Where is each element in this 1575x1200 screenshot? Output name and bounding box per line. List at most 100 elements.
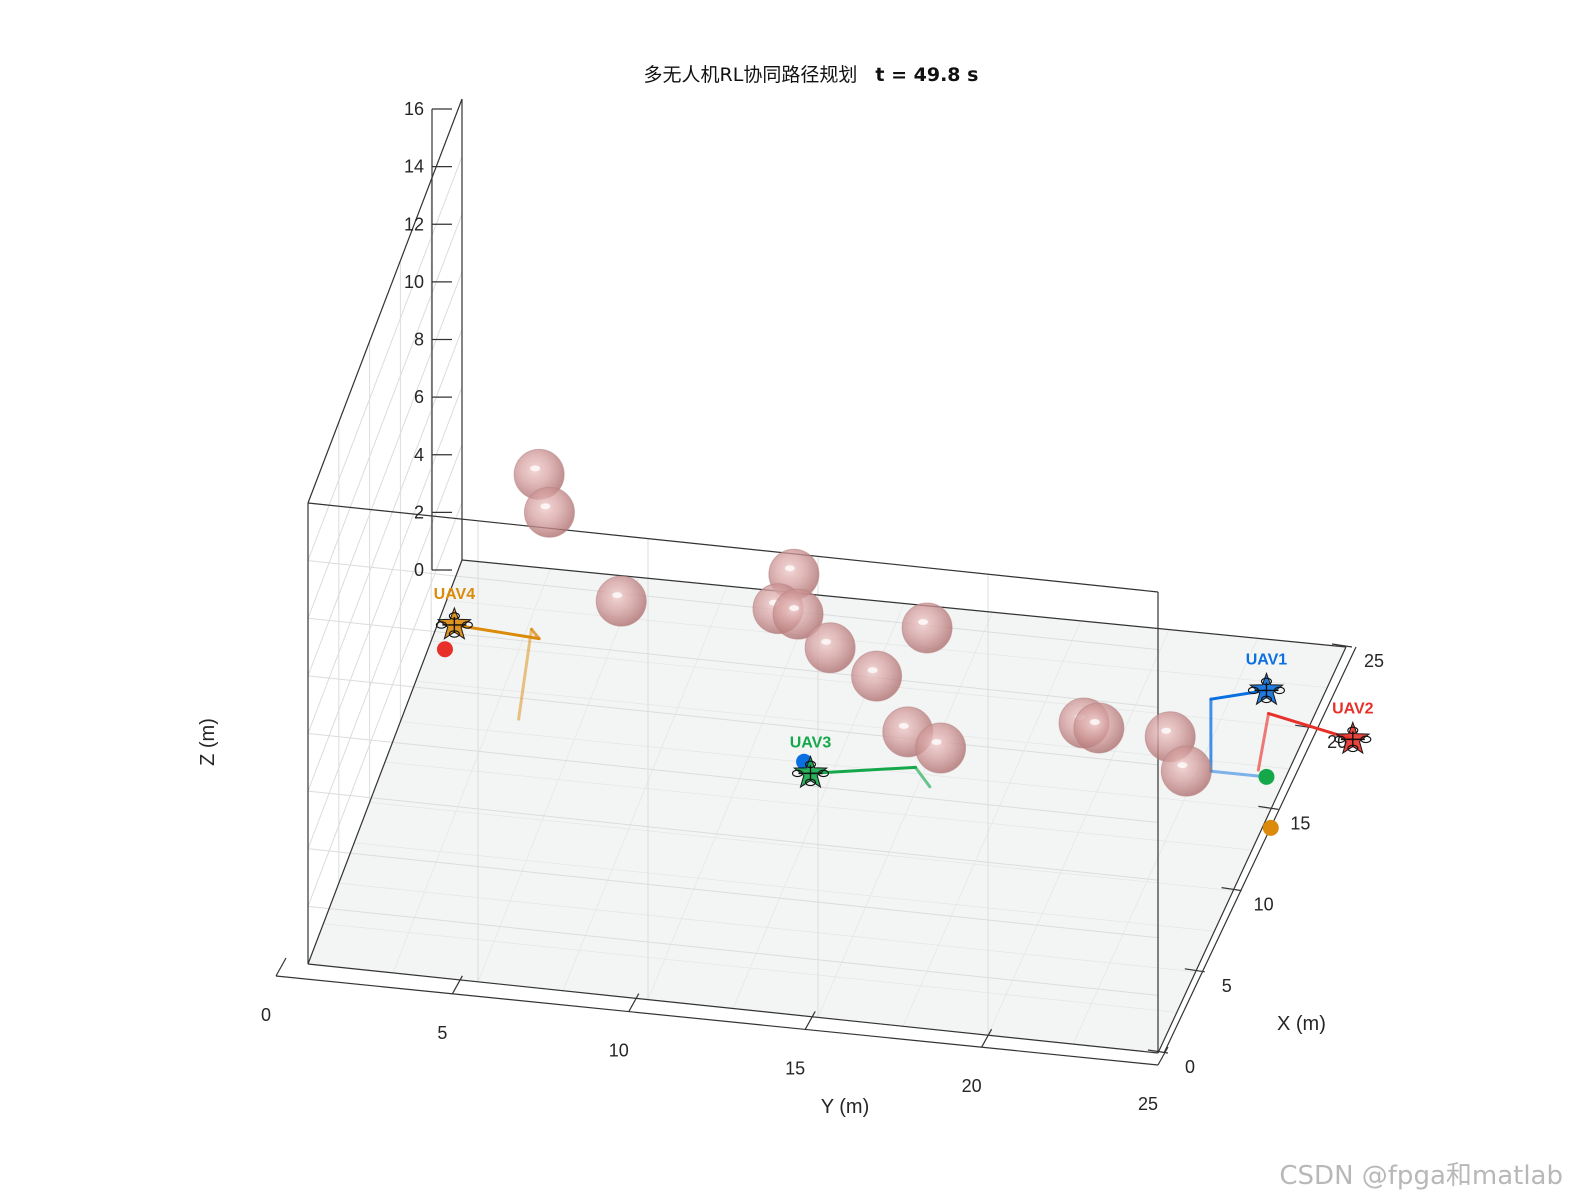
- obstacle-body: [851, 650, 903, 702]
- title-normal: 多无人机RL协同路径规划: [644, 64, 858, 86]
- x-tick-label: 15: [1290, 813, 1310, 833]
- uav-path-segment: [1209, 688, 1268, 701]
- y-tick-label: 20: [962, 1076, 982, 1096]
- obstacle-sphere: [901, 602, 953, 654]
- side-wall-grid-line: [307, 214, 463, 619]
- y-tick-mark: [981, 1028, 993, 1048]
- x-tick-mark: [1147, 1049, 1169, 1054]
- x-tick-label: 25: [1364, 651, 1384, 671]
- uav-rotor: [1347, 744, 1359, 753]
- uav-path-segment: [914, 765, 932, 789]
- uav-rotor: [461, 621, 473, 629]
- floor-grid-line: [477, 577, 640, 982]
- uav-marker: UAV1: [1246, 651, 1288, 706]
- y-tick-mark: [275, 957, 287, 977]
- axes-box-edge: [461, 559, 1347, 648]
- x-tick-label: 0: [1185, 1057, 1195, 1077]
- uav-paths: [452, 623, 1355, 789]
- obstacle-highlight: [867, 667, 878, 674]
- back-wall-grid-line: [307, 560, 1159, 651]
- axes-box-edge: [1157, 646, 1347, 1054]
- uav-marker: UAV4: [434, 586, 475, 640]
- obstacle-body: [1160, 745, 1212, 797]
- z-tick-label: 6: [414, 387, 424, 407]
- goal-marker: [1262, 819, 1279, 836]
- z-tick-label: 8: [414, 330, 424, 350]
- floor-grid-line: [902, 620, 1082, 1027]
- obstacle-body: [1073, 702, 1125, 754]
- obstacle-highlight: [612, 592, 623, 599]
- obstacle-sphere: [804, 622, 856, 674]
- obstacle-body: [915, 722, 967, 774]
- obstacle-sphere: [1073, 702, 1125, 754]
- x-tick-mark: [1221, 887, 1242, 892]
- back-wall-grid-line: [307, 790, 1159, 881]
- title-bold: t = 49.8 s: [875, 64, 978, 86]
- y-tick-label: 5: [437, 1023, 447, 1043]
- y-tick-label: 10: [609, 1041, 629, 1061]
- uav-path-segment: [1209, 769, 1268, 779]
- uav-rotor: [1334, 735, 1346, 744]
- y-tick-label: 15: [785, 1058, 805, 1078]
- y-tick-mark: [628, 993, 640, 1012]
- obstacle-sphere: [851, 650, 903, 702]
- axes-box-edge: [307, 559, 463, 965]
- x-tick-mark: [1331, 643, 1353, 648]
- z-tick-label: 14: [404, 157, 424, 177]
- uav-path-segment: [452, 623, 541, 641]
- uav-rotor: [435, 621, 447, 629]
- chart-title: 多无人机RL协同路径规划 t = 49.8 s: [644, 64, 979, 86]
- uav-rotor: [804, 760, 817, 769]
- x-axis-line: [1163, 646, 1357, 1054]
- uav-rotor: [804, 778, 817, 787]
- watermark: CSDN @fpga和matlab: [1279, 1161, 1563, 1191]
- obstacle-sphere: [915, 722, 967, 774]
- uav-rotor: [791, 769, 804, 778]
- obstacle-highlight: [1161, 727, 1172, 734]
- y-tick-mark: [1157, 1046, 1169, 1066]
- uav-rotor: [817, 769, 830, 778]
- z-axis-label: Z (m): [197, 718, 219, 766]
- side-wall-grid-line: [307, 156, 463, 561]
- floor-grid-line: [817, 612, 993, 1018]
- obstacle-highlight: [898, 722, 909, 729]
- uav-marker: UAV2: [1332, 700, 1374, 755]
- uav-rotor: [1347, 726, 1359, 735]
- uav-rotor: [448, 612, 460, 620]
- uav-rotor: [1260, 695, 1273, 704]
- obstacle-body: [523, 486, 575, 538]
- obstacle-highlight: [789, 605, 800, 612]
- uav-label: UAV2: [1332, 700, 1374, 717]
- obstacle-body: [772, 588, 824, 640]
- axes-box-edge: [307, 502, 1159, 593]
- uav-rotor: [1260, 677, 1273, 686]
- obstacle-highlight: [530, 465, 541, 472]
- y-tick-label: 0: [261, 1005, 271, 1025]
- x-axis-label: X (m): [1277, 1013, 1326, 1035]
- uav-rotor: [448, 630, 460, 638]
- uav-marker: UAV3: [790, 734, 832, 789]
- z-tick-label: 2: [414, 502, 424, 522]
- uav-label: UAV1: [1246, 651, 1288, 668]
- back-wall-grid-line: [307, 848, 1159, 939]
- floor-grid-line: [987, 629, 1170, 1036]
- uav-label: UAV3: [790, 734, 832, 751]
- uav-path-segment: [517, 627, 533, 721]
- obstacle-sphere: [523, 486, 575, 538]
- y-axis-line: [275, 975, 1159, 1066]
- obstacle-highlight: [540, 503, 551, 510]
- obstacle-body: [901, 602, 953, 654]
- uav-rotor: [1360, 735, 1372, 744]
- y-tick-label: 25: [1138, 1094, 1158, 1114]
- y-tick-mark: [451, 975, 463, 995]
- y-tick-mark: [804, 1011, 816, 1030]
- x-tick-mark: [1258, 805, 1279, 810]
- obstacle-sphere: [1160, 745, 1212, 797]
- side-wall-grid-line: [307, 271, 463, 677]
- z-tick-label: 4: [414, 445, 424, 465]
- obstacle-highlight: [1089, 718, 1100, 725]
- uav-rotor: [1273, 686, 1286, 695]
- x-tick-label: 10: [1254, 895, 1274, 915]
